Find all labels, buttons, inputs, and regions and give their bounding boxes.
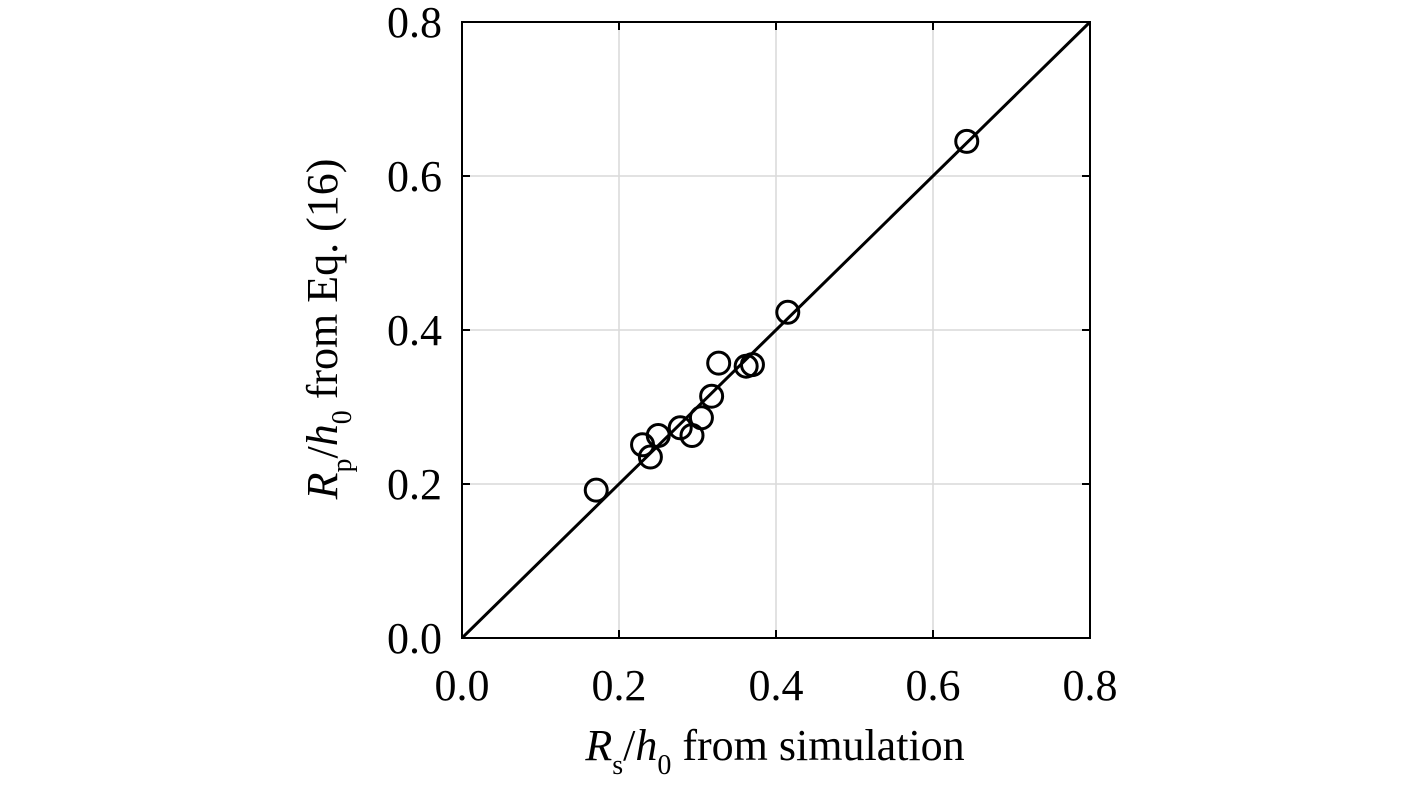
data-point bbox=[775, 299, 801, 325]
data-points bbox=[583, 128, 980, 503]
data-point bbox=[699, 383, 725, 409]
y-tick-label: 0.8 bbox=[387, 0, 442, 47]
y-axis-label: Rp/h0 from Eq. (16) bbox=[298, 159, 358, 501]
y-tick-label: 0.4 bbox=[387, 306, 442, 355]
data-point bbox=[637, 444, 663, 470]
reference-line-group bbox=[460, 20, 1092, 640]
tick-marks bbox=[461, 21, 1091, 639]
data-point bbox=[688, 405, 714, 431]
y-tick-label: 0.2 bbox=[387, 460, 442, 509]
x-axis-label: Rs/h0 from simulation bbox=[584, 721, 964, 781]
x-tick-label: 0.8 bbox=[1063, 661, 1118, 710]
data-point bbox=[739, 352, 765, 378]
y-tick-labels: 0.0 0.2 0.4 0.6 0.8 bbox=[387, 0, 442, 663]
reference-line bbox=[460, 20, 1092, 640]
y-tick-label: 0.0 bbox=[387, 614, 442, 663]
data-point bbox=[954, 128, 980, 154]
data-point bbox=[645, 422, 671, 448]
data-point bbox=[583, 477, 609, 503]
y-tick-label: 0.6 bbox=[387, 152, 442, 201]
x-tick-labels: 0.0 0.2 0.4 0.6 0.8 bbox=[435, 661, 1118, 710]
data-point bbox=[706, 350, 732, 376]
x-tick-label: 0.0 bbox=[435, 661, 490, 710]
x-tick-label: 0.4 bbox=[749, 661, 804, 710]
x-tick-label: 0.2 bbox=[592, 661, 647, 710]
x-tick-label: 0.6 bbox=[906, 661, 961, 710]
